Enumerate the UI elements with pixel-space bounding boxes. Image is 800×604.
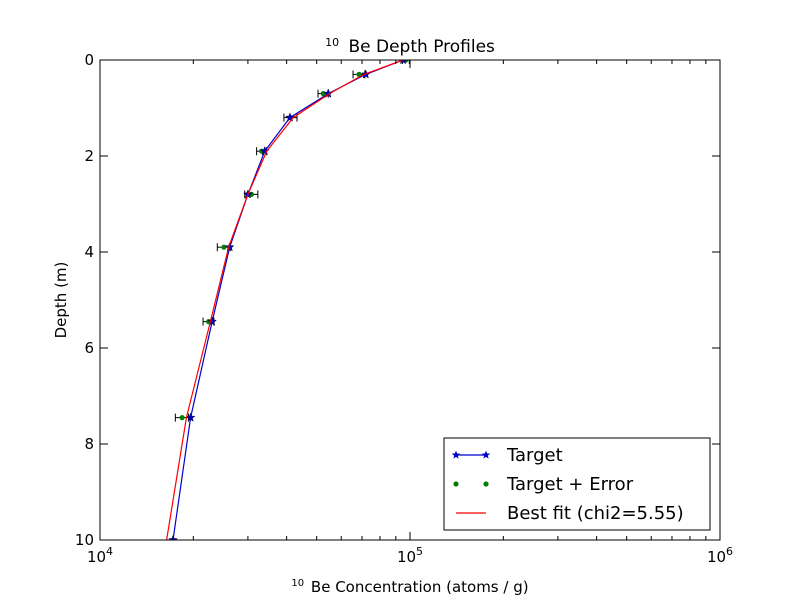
target-star-marker bbox=[224, 241, 235, 252]
y-tick-label: 2 bbox=[84, 147, 94, 165]
x-tick-label: 106 bbox=[707, 545, 733, 566]
legend-target-star bbox=[481, 450, 491, 459]
target-star-marker bbox=[207, 316, 218, 326]
y-axis-label: Depth (m) bbox=[52, 262, 70, 339]
x-tick-label-base: 10 bbox=[707, 548, 726, 566]
target-error-point bbox=[221, 244, 227, 250]
legend-label-target: Target bbox=[506, 445, 563, 466]
legend-target-error-point bbox=[483, 481, 489, 487]
legend-label-target-error: Target + Error bbox=[506, 474, 634, 495]
target-error-point bbox=[179, 415, 185, 421]
legend: Target Target + Error Best fit (chi2=5.55) bbox=[443, 437, 711, 531]
y-tick-label: 10 bbox=[75, 531, 94, 549]
y-tick-label: 0 bbox=[84, 51, 94, 69]
x-axis-label-text: Be Concentration (atoms / g) bbox=[311, 578, 529, 596]
y-tick-label: 8 bbox=[84, 435, 94, 453]
x-axis-label: 10 Be Concentration (atoms / g) bbox=[291, 572, 528, 596]
chart-title: 10 Be Depth Profiles bbox=[325, 31, 495, 57]
chart-title-superscript: 10 bbox=[325, 36, 339, 49]
legend-target-star bbox=[451, 450, 461, 459]
x-tick-label-base: 10 bbox=[87, 548, 106, 566]
y-tick-label: 6 bbox=[84, 339, 94, 357]
legend-label-best-fit: Best fit (chi2=5.55) bbox=[507, 503, 684, 524]
plot-marks bbox=[166, 60, 410, 540]
plot-area-group bbox=[166, 60, 410, 540]
x-tick-label: 105 bbox=[397, 545, 423, 566]
x-axis-label-superscript: 10 bbox=[291, 578, 304, 589]
best-fit-line bbox=[166, 60, 404, 540]
y-tick-label: 4 bbox=[84, 243, 94, 261]
x-tick-label: 104 bbox=[87, 545, 113, 566]
chart-title-text: Be Depth Profiles bbox=[348, 37, 495, 57]
target-star-marker bbox=[285, 112, 295, 122]
x-tick-label-exponent: 4 bbox=[106, 545, 113, 558]
legend-target-error-point bbox=[453, 481, 459, 487]
target-star-marker bbox=[168, 534, 178, 540]
x-tick-label-base: 10 bbox=[397, 548, 416, 566]
x-tick-label-exponent: 6 bbox=[726, 545, 733, 558]
x-tick-label-exponent: 5 bbox=[416, 545, 423, 558]
